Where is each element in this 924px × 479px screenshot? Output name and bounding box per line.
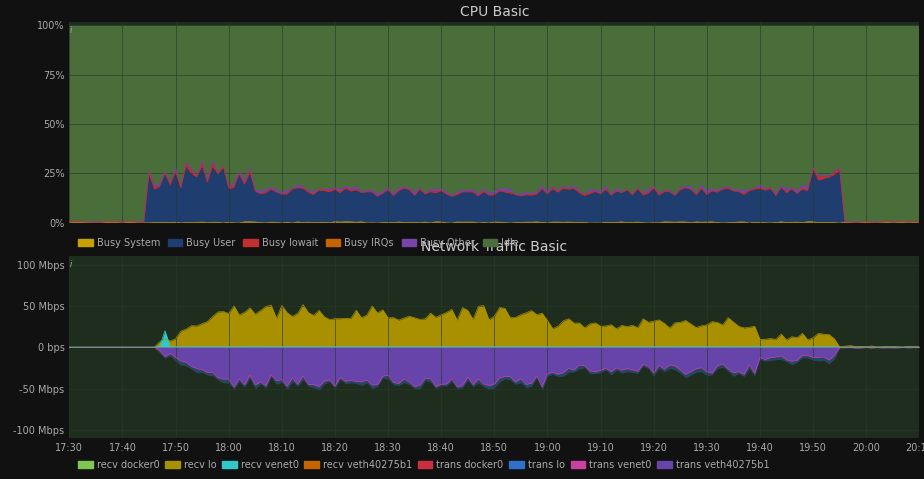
Text: i: i (70, 25, 72, 34)
Legend: recv docker0, recv lo, recv venet0, recv veth40275b1, trans docker0, trans lo, t: recv docker0, recv lo, recv venet0, recv… (74, 456, 773, 474)
Title: Network Traffic Basic: Network Traffic Basic (421, 240, 567, 254)
Title: CPU Basic: CPU Basic (459, 5, 529, 19)
Legend: Busy System, Busy User, Busy Iowait, Busy IRQs, Busy Other, Idle: Busy System, Busy User, Busy Iowait, Bus… (74, 234, 523, 251)
Text: i: i (70, 260, 72, 269)
